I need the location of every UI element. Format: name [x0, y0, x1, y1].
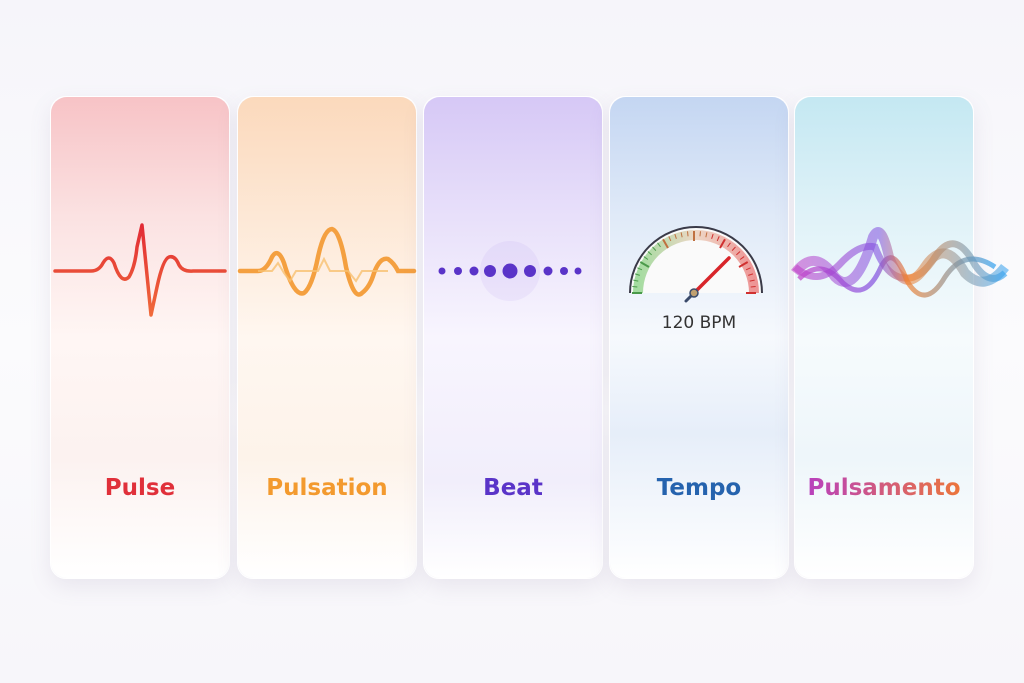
speedometer-gauge-icon	[629, 226, 763, 303]
gauge-ticks	[632, 231, 756, 294]
gauge-tick	[680, 232, 683, 238]
oscillating-wave-icon	[237, 226, 417, 297]
card-label: Pulse	[104, 475, 176, 501]
gauge-tick	[643, 256, 649, 260]
gauge-tick	[738, 261, 749, 268]
gauge-tick	[674, 233, 677, 239]
gauge-tick	[687, 231, 689, 237]
gauge-tick	[750, 286, 756, 288]
card-label: Beat	[483, 475, 543, 501]
colorful-waves-icon	[791, 227, 1009, 298]
card-tempo[interactable]: 120 BPM Tempo	[609, 96, 789, 579]
gauge-tick	[652, 246, 657, 251]
gauge-tick	[748, 273, 754, 276]
gauge-tick	[657, 242, 661, 248]
gauge-tick	[634, 273, 640, 276]
rhythm-dots-icon	[438, 241, 582, 301]
gauge-tick	[731, 246, 736, 251]
card-pulsation[interactable]: Pulsation	[237, 96, 417, 579]
gauge-tick	[668, 236, 672, 242]
heartbeat-line-icon	[53, 223, 227, 317]
gauge-tick	[727, 242, 731, 248]
gauge-tick	[662, 238, 669, 249]
gauge-tick	[749, 279, 755, 282]
gauge-tick	[632, 286, 638, 288]
gauge-tick	[745, 267, 751, 271]
gauge-tick	[739, 256, 745, 260]
gauge-tick	[647, 251, 652, 256]
card-label: Tempo	[656, 475, 742, 501]
gauge-readout: 120 BPM	[661, 313, 737, 333]
gauge-tick	[705, 232, 708, 238]
card-label: Pulsamento	[795, 475, 973, 501]
gauge-tick	[633, 279, 639, 282]
gauge-tick	[719, 238, 726, 249]
card-beat[interactable]: Beat	[423, 96, 603, 579]
card-label: Pulsation	[266, 475, 388, 501]
gauge-tick	[637, 267, 643, 271]
gauge-tick	[711, 233, 714, 239]
gauge-tick	[736, 251, 741, 256]
gauge-tick	[716, 236, 720, 242]
card-pulse[interactable]: Pulse	[50, 96, 230, 579]
gauge-tick	[699, 231, 701, 237]
card-pulsamento[interactable]: Pulsamento	[791, 96, 1009, 579]
gauge-tick	[639, 261, 650, 268]
